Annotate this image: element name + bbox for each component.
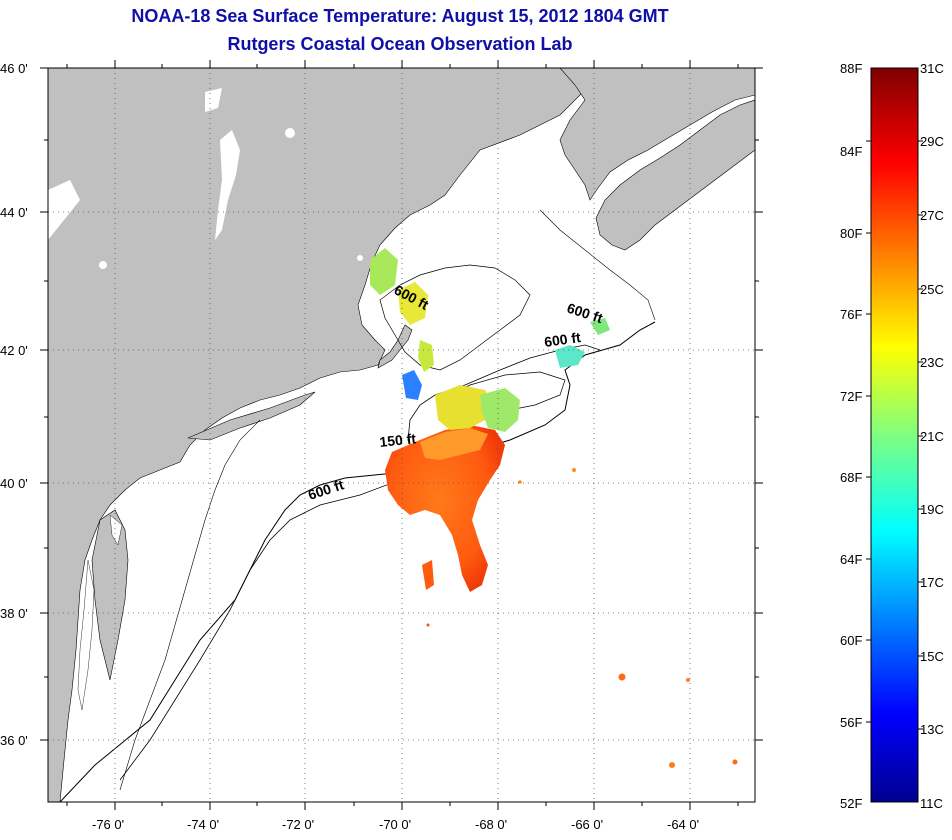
sst-cape-green: [418, 340, 434, 372]
sst-speck: [686, 678, 690, 682]
land-mainland: [48, 68, 586, 802]
lake: [205, 88, 222, 112]
lake: [215, 130, 240, 240]
colorbar-label-c: 25C: [920, 282, 944, 297]
map-subtitle: Rutgers Coastal Ocean Observation Lab: [227, 34, 573, 54]
sst-speck: [618, 673, 626, 681]
sst-south-tongue: [422, 560, 434, 590]
sst-speck: [426, 623, 430, 627]
colorbar-label-f: 56F: [840, 715, 863, 730]
lon-label: -70 0': [379, 817, 412, 832]
sst-speck: [518, 480, 522, 484]
lake: [48, 180, 80, 240]
land-nova-scotia: [595, 99, 755, 251]
lon-label: -66 0': [571, 817, 604, 832]
colorbar-label-f: 68F: [840, 470, 863, 485]
lon-label: -68 0': [475, 817, 508, 832]
delaware-bay: [109, 514, 123, 546]
sst-green-patch: [590, 318, 610, 335]
colorbar-label-c: 27C: [920, 208, 944, 223]
colorbar-label-f: 88F: [840, 61, 863, 76]
lake: [357, 255, 363, 261]
sst-maine-yellow: [398, 282, 428, 325]
sst-yellow-region: [435, 385, 495, 430]
colorbar-label-c: 11C: [920, 796, 943, 811]
land-long-island: [187, 391, 316, 441]
lat-label: 42 0': [0, 343, 28, 358]
lat-label: 36 0': [0, 733, 28, 748]
colorbar-label-c: 15C: [920, 649, 944, 664]
lat-label: 46 0': [0, 61, 28, 76]
colorbar-label-f: 72F: [840, 389, 863, 404]
colorbar-label-c: 31C: [920, 61, 944, 76]
contour-coastal: [119, 419, 261, 791]
lon-label: -76 0': [92, 817, 125, 832]
lake: [285, 128, 295, 138]
land-delmarva: [91, 509, 129, 681]
colorbar-label-f: 60F: [840, 633, 863, 648]
lat-label: 38 0': [0, 606, 28, 621]
lon-label: -72 0': [282, 817, 315, 832]
lon-label: -64 0': [667, 817, 700, 832]
sst-orange-region: [420, 428, 488, 460]
colorbar-label-c: 29C: [920, 134, 944, 149]
lat-label: 40 0': [0, 476, 28, 491]
colorbar-label-f: 76F: [840, 307, 863, 322]
sst-warm-region: [385, 425, 505, 592]
lat-label: 44 0': [0, 205, 28, 220]
sst-speck: [572, 468, 576, 472]
sst-cyan-patch: [555, 345, 585, 368]
sst-speck: [669, 762, 675, 768]
colorbar-label-c: 13C: [920, 722, 944, 737]
contour-gulf-of-maine: [379, 264, 531, 371]
colorbar-label-c: 21C: [920, 429, 944, 444]
colorbar-label-c: 19C: [920, 502, 944, 517]
contour-nova-scotia-shelf: [539, 209, 656, 321]
chesapeake-bay: [77, 559, 95, 711]
colorbar-label-f: 52F: [840, 796, 863, 811]
lon-label: -74 0': [187, 817, 220, 832]
colorbar-label-c: 17C: [920, 575, 944, 590]
colorbar-label-f: 84F: [840, 144, 863, 159]
lake: [99, 261, 107, 269]
land-new-brunswick: [559, 68, 755, 201]
axis-ticks: [40, 60, 763, 810]
sst-maine-green: [370, 248, 398, 295]
map-title: NOAA-18 Sea Surface Temperature: August …: [131, 6, 669, 26]
colorbar-label-f: 80F: [840, 226, 863, 241]
sst-cold-blue: [402, 370, 422, 400]
contour-label: 600 ft: [543, 329, 582, 350]
land-cape-cod: [377, 324, 413, 369]
colorbar: [870, 67, 919, 803]
colorbar-label-f: 64F: [840, 552, 863, 567]
sst-green-region: [480, 388, 520, 432]
colorbar-label-c: 23C: [920, 355, 944, 370]
colorbar-ticks: [866, 140, 923, 730]
sst-speck: [732, 759, 738, 765]
contour-label: 150 ft: [379, 430, 417, 450]
